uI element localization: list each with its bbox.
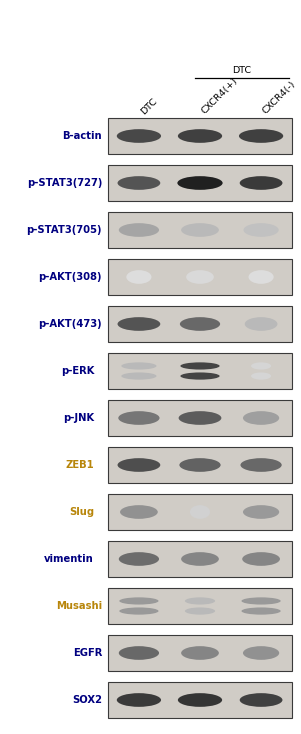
Ellipse shape bbox=[119, 552, 159, 566]
Text: DTC: DTC bbox=[139, 96, 159, 116]
Text: CXCR4(-): CXCR4(-) bbox=[261, 79, 297, 116]
Ellipse shape bbox=[243, 646, 279, 660]
Bar bbox=[108, 494, 292, 530]
Ellipse shape bbox=[240, 693, 282, 707]
Text: p-AKT(308): p-AKT(308) bbox=[39, 272, 102, 282]
Ellipse shape bbox=[249, 270, 274, 284]
Ellipse shape bbox=[179, 458, 221, 472]
Ellipse shape bbox=[117, 176, 160, 190]
Ellipse shape bbox=[121, 372, 157, 379]
Text: B-actin: B-actin bbox=[62, 131, 102, 141]
Ellipse shape bbox=[177, 176, 223, 190]
Ellipse shape bbox=[120, 505, 158, 519]
Ellipse shape bbox=[119, 597, 159, 605]
Ellipse shape bbox=[185, 608, 215, 614]
Text: CXCR4(+): CXCR4(+) bbox=[200, 76, 240, 116]
Ellipse shape bbox=[181, 552, 219, 566]
Ellipse shape bbox=[181, 223, 219, 237]
Ellipse shape bbox=[178, 693, 222, 707]
Text: DTC: DTC bbox=[232, 66, 252, 75]
Ellipse shape bbox=[242, 552, 280, 566]
Ellipse shape bbox=[186, 270, 214, 284]
Ellipse shape bbox=[117, 129, 161, 143]
Bar bbox=[108, 353, 292, 389]
Bar bbox=[108, 118, 292, 154]
Ellipse shape bbox=[126, 270, 151, 284]
Text: ZEB1: ZEB1 bbox=[65, 460, 94, 470]
Ellipse shape bbox=[245, 317, 278, 331]
Ellipse shape bbox=[181, 646, 219, 660]
Text: EGFR: EGFR bbox=[73, 648, 102, 658]
Ellipse shape bbox=[118, 411, 160, 425]
Ellipse shape bbox=[239, 129, 283, 143]
Ellipse shape bbox=[251, 363, 271, 369]
Text: p-JNK: p-JNK bbox=[63, 413, 94, 423]
Ellipse shape bbox=[244, 223, 279, 237]
Ellipse shape bbox=[243, 505, 279, 519]
Text: vimentin: vimentin bbox=[44, 554, 94, 564]
Ellipse shape bbox=[180, 317, 220, 331]
Bar bbox=[108, 212, 292, 248]
Bar bbox=[108, 588, 292, 624]
Ellipse shape bbox=[240, 458, 282, 472]
Text: Musashi: Musashi bbox=[56, 601, 102, 611]
Ellipse shape bbox=[119, 646, 159, 660]
Ellipse shape bbox=[119, 223, 159, 237]
Bar bbox=[108, 400, 292, 436]
Ellipse shape bbox=[241, 608, 281, 614]
Bar bbox=[108, 541, 292, 577]
Ellipse shape bbox=[240, 176, 282, 190]
Ellipse shape bbox=[243, 411, 279, 425]
Text: p-STAT3(727): p-STAT3(727) bbox=[26, 178, 102, 188]
Text: p-AKT(473): p-AKT(473) bbox=[38, 319, 102, 329]
Ellipse shape bbox=[180, 363, 220, 369]
Text: Slug: Slug bbox=[69, 507, 94, 517]
Bar bbox=[108, 447, 292, 483]
Bar bbox=[108, 682, 292, 718]
Text: SOX2: SOX2 bbox=[72, 695, 102, 705]
Ellipse shape bbox=[117, 693, 161, 707]
Text: p-STAT3(705): p-STAT3(705) bbox=[26, 225, 102, 235]
Ellipse shape bbox=[178, 129, 222, 143]
Ellipse shape bbox=[119, 608, 159, 614]
Ellipse shape bbox=[117, 458, 160, 472]
Ellipse shape bbox=[185, 597, 215, 605]
Ellipse shape bbox=[178, 411, 221, 425]
Text: p-ERK: p-ERK bbox=[61, 366, 94, 376]
Ellipse shape bbox=[117, 317, 160, 331]
Bar bbox=[108, 635, 292, 671]
Bar bbox=[108, 306, 292, 342]
Bar bbox=[108, 165, 292, 201]
Bar bbox=[108, 259, 292, 295]
Ellipse shape bbox=[241, 597, 281, 605]
Ellipse shape bbox=[251, 372, 271, 379]
Ellipse shape bbox=[180, 372, 220, 379]
Ellipse shape bbox=[121, 363, 157, 369]
Ellipse shape bbox=[190, 505, 210, 519]
